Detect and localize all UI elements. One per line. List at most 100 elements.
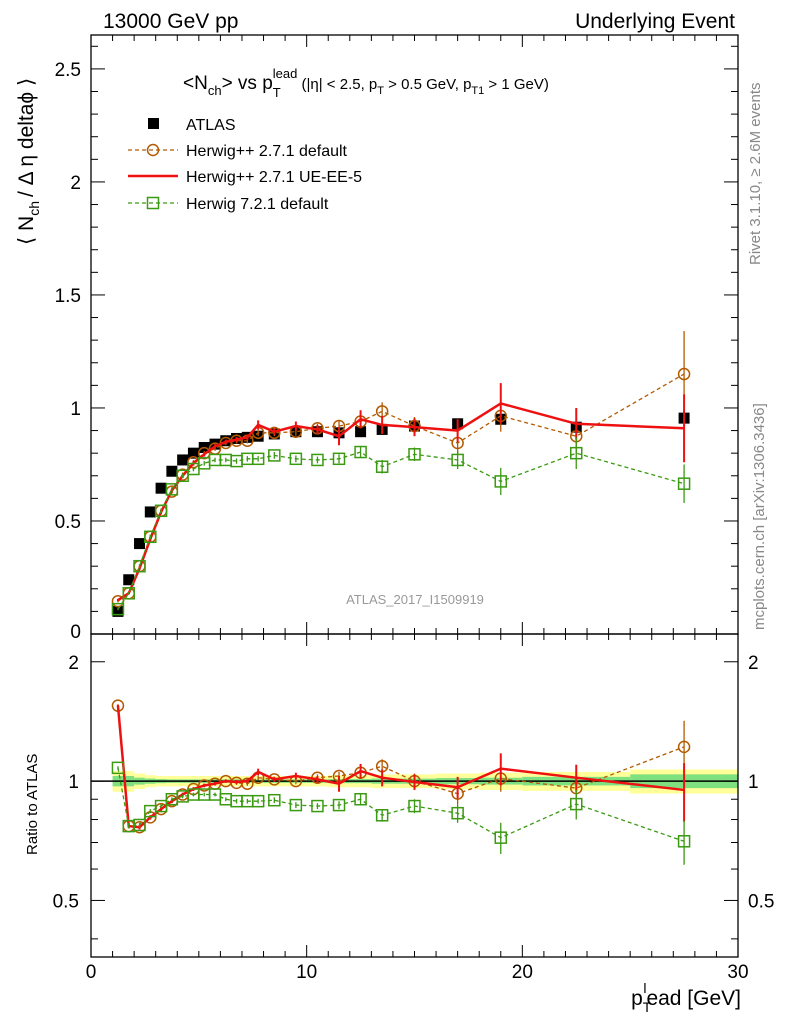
main-ytick-label-zero: 0 [70, 622, 81, 643]
ratio-ytick-label-left: 0.5 [53, 891, 79, 912]
ylabel-part-2: ch [26, 201, 42, 216]
ratio-point-herwig-7-2-1-default [570, 797, 583, 811]
data-point-atlas [134, 538, 146, 550]
data-point-atlas [187, 447, 199, 459]
data-point-herwig-7-2-1-default [289, 452, 303, 466]
legend-entry-herwigpp-ueee5: Herwig++ 2.7.1 UE-EE-5 [128, 169, 362, 186]
legend-marker-herwig721 [146, 196, 160, 210]
data-point-herwig-7-2-1-default [251, 452, 265, 466]
xlabel-part-2: T [643, 999, 652, 1015]
ratio-point-herwig-7-2-1-default [289, 798, 303, 812]
main-ytick-label: 2.5 [55, 60, 81, 81]
data-point-herwig-7-2-1-default [354, 445, 367, 459]
ratio-point-herwig-7-2-1-default [354, 792, 367, 806]
legend-label-atlas: ATLAS [186, 117, 236, 134]
watermark: ATLAS_2017_I1509919 [346, 592, 484, 607]
data-point-herwig-7-2-1-default [176, 469, 189, 483]
ratio-point-herwig-7-2-1-default [268, 793, 281, 807]
ratio-point-herwig-7-2-1-default [494, 831, 508, 844]
data-point-herwig-2-7-1-default [197, 446, 211, 460]
data-point-atlas [155, 482, 167, 494]
data-point-herwig-7-2-1-default [451, 453, 464, 467]
ratio-point-herwig-7-2-1-default [311, 799, 324, 813]
data-point-herwig-2-7-1-default [375, 405, 389, 418]
series-line-herwig-7-2-1-default [117, 451, 685, 610]
legend-marker-herwigpp-default [146, 143, 160, 157]
main-panel: 0.511.522.50 <Nch> vs pTlead (|η| < 2.5,… [15, 34, 739, 643]
ratio-panel: 0.5 0.51 12 20 10 20 30 Ratio to ATLAS [24, 633, 774, 983]
ratio-data-layer [91, 699, 738, 865]
data-point-herwig-7-2-1-default [268, 449, 281, 462]
data-point-herwig-7-2-1-default [165, 483, 179, 496]
header-left: 13000 GeV pp [103, 10, 238, 33]
title-part-9: T1 [471, 85, 484, 97]
ratio-point-herwig-7-2-1-default [251, 794, 265, 808]
ratio-ytick-label-right: 2 [748, 653, 759, 674]
data-point-herwig-7-2-1-default [408, 448, 421, 461]
ratio-point-herwig-7-2-1-default [133, 818, 146, 832]
ratio-axis-layer: 0.5 0.51 12 20 10 20 30 [53, 634, 774, 983]
ratio-ytick-label-left: 2 [68, 653, 79, 674]
legend-entry-atlas: ATLAS [148, 117, 236, 134]
ratio-point-herwig-2-7-1-default [241, 777, 254, 790]
legend-label-herwigpp-ueee5: Herwig++ 2.7.1 UE-EE-5 [186, 169, 362, 186]
header-right: Underlying Event [575, 10, 735, 33]
ratio-point-herwig-2-7-1-default [677, 740, 691, 754]
data-point-herwig-2-7-1-default [677, 367, 691, 381]
title-part-6: (|η| < 2.5, p [297, 76, 377, 93]
main-axis-layer: 0.5 1 1.5 2 2.5 0 [55, 35, 739, 643]
ratio-line-herwig-2-7-1-ue-ee-5 [116, 705, 685, 829]
ylabel-part-1: ⟨ N [15, 216, 38, 245]
xtick-label: 0 [86, 962, 97, 983]
data-point-herwig-7-2-1-default [375, 460, 389, 473]
legend: ATLAS Herwig++ 2.7.1 default Herwig++ 2.… [128, 117, 362, 213]
data-point-herwig-2-7-1-default [268, 426, 281, 440]
data-point-herwig-7-2-1-default [133, 559, 146, 573]
title-part-1: <N [183, 73, 208, 94]
ratio-point-herwig-7-2-1-default [111, 761, 125, 775]
data-point-atlas [123, 574, 135, 586]
data-point-herwig-7-2-1-default [154, 504, 168, 518]
x-axis-label: pTlead [GeV] [631, 980, 741, 1015]
xlabel-part-1: p [631, 987, 643, 1010]
data-point-herwig-7-2-1-default [677, 477, 691, 490]
data-point-herwig-7-2-1-default [494, 475, 508, 488]
ratio-point-herwig-7-2-1-default [408, 799, 421, 813]
data-point-herwig-7-2-1-default [332, 452, 346, 466]
main-title: <Nch> vs pTlead (|η| < 2.5, pT > 0.5 GeV… [183, 66, 549, 100]
ylabel-part-3: / Δ η deltaϕ ⟩ [15, 78, 38, 197]
title-part-10: > 1 GeV) [484, 76, 549, 93]
series-line-herwig-2-7-1-ue-ee-5 [117, 402, 685, 602]
ratio-ylabel: Ratio to ATLAS [24, 754, 41, 855]
data-point-atlas [112, 605, 124, 617]
ratio-ytick-label-right: 0.5 [748, 891, 774, 912]
data-point-atlas [166, 465, 178, 477]
rivet-label: Rivet 3.1.10, ≥ 2.6M events [747, 83, 764, 266]
xlabel-part-4: ead [GeV] [646, 987, 741, 1010]
data-point-herwig-7-2-1-default [144, 530, 157, 544]
mcplots-label: mcplots.cern.ch [arXiv:1306.3436] [751, 403, 768, 630]
data-point-herwig-7-2-1-default [111, 602, 125, 616]
data-point-herwig-7-2-1-default [122, 587, 135, 600]
ratio-ytick-label-left: 1 [68, 772, 79, 793]
ratio-point-herwig-7-2-1-default [154, 799, 168, 813]
data-point-atlas [355, 426, 367, 438]
ratio-point-herwig-7-2-1-default [451, 806, 464, 820]
main-ytick-label: 1 [70, 399, 81, 420]
title-part-8: > 0.5 GeV, p [384, 76, 471, 93]
main-ytick-label: 2 [70, 173, 81, 194]
main-ytick-label: 1.5 [55, 286, 81, 307]
series-line-herwig-2-7-1-default [117, 373, 685, 602]
ratio-line-herwig-2-7-1-default [117, 705, 685, 828]
ratio-ytick-label-right: 1 [748, 772, 759, 793]
ratio-point-herwig-7-2-1-default [375, 809, 389, 822]
title-part-2: ch [208, 83, 222, 98]
main-ylabel: ⟨ Nch / Δ η deltaϕ ⟩ [15, 78, 42, 245]
data-point-herwig-7-2-1-default [311, 453, 324, 467]
xtick-label: 10 [296, 962, 317, 983]
xtick-label: 30 [727, 962, 748, 983]
main-data-layer [111, 331, 691, 617]
legend-marker-atlas [148, 118, 159, 129]
title-part-7: T [377, 85, 384, 97]
